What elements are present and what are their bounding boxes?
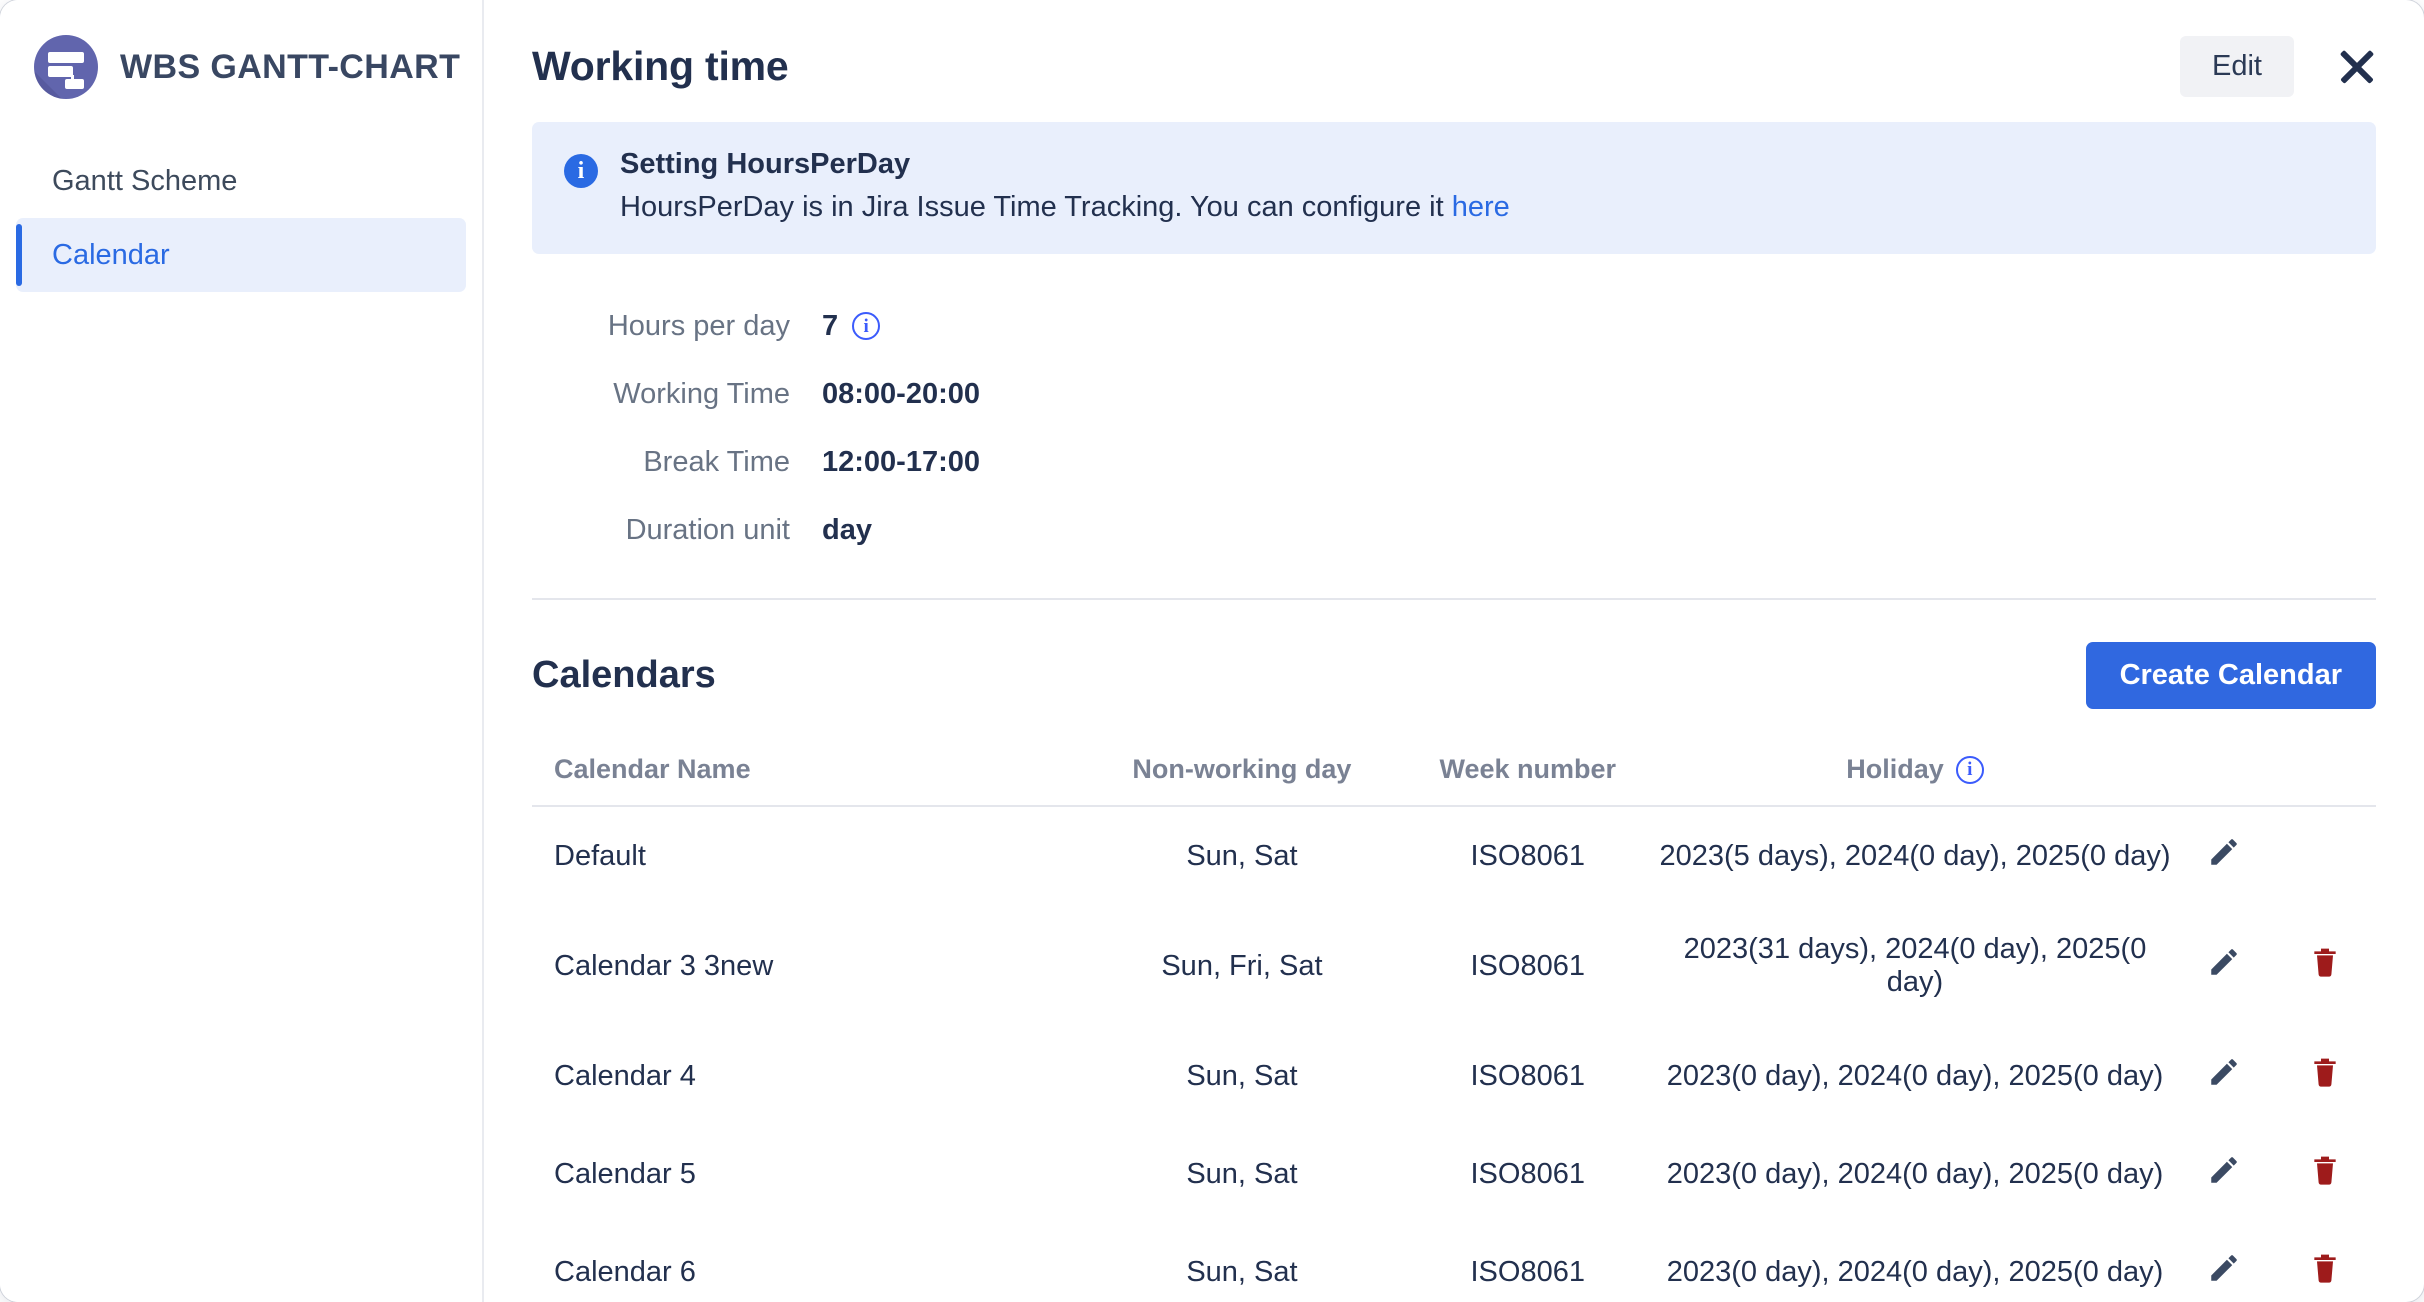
sidebar-item-label: Gantt Scheme (52, 164, 238, 197)
edit-row-icon[interactable] (2207, 1251, 2241, 1285)
setting-label: Break Time (643, 445, 790, 478)
setting-row-working-time: Working Time 08:00-20:00 (532, 360, 2376, 428)
settings-list: Hours per day 7 i Working Time 08:00-20:… (532, 292, 2376, 600)
cell-holiday: 2023(5 days), 2024(0 day), 2025(0 day) (1659, 839, 2171, 872)
sidebar-item-calendar[interactable]: Calendar (16, 218, 466, 292)
table-header: Calendar Name Non-working day Week numbe… (532, 740, 2376, 807)
brand: WBS GANTT-CHART (0, 26, 482, 108)
calendars-section: Calendars Create Calendar Calendar Name … (532, 632, 2376, 1302)
cell-week-number: ISO8061 (1470, 839, 1585, 872)
cell-delete-action (2275, 806, 2376, 905)
table-row: Default Sun, Sat ISO8061 2023(5 days), 2024… (532, 806, 2376, 905)
setting-row-hours-per-day: Hours per day 7 i (532, 292, 2376, 360)
cell-holiday: 2023(0 day), 2024(0 day), 2025(0 day) (1666, 1059, 2164, 1092)
sidebar-item-gantt-scheme[interactable]: Gantt Scheme (16, 144, 466, 218)
table-row: Calendar 5 Sun, Sat ISO8061 2023(0 day), 20… (532, 1125, 2376, 1223)
hours-per-day-info-icon[interactable]: i (852, 312, 881, 340)
page-title: Working time (532, 42, 789, 89)
table-row: Calendar 6 Sun, Sat ISO8061 2023(0 day), 20… (532, 1223, 2376, 1302)
calendars-header: Calendars Create Calendar (532, 632, 2376, 718)
setting-label: Hours per day (607, 309, 790, 342)
cell-nonworking-day: Sun, Sat (1186, 1255, 1298, 1288)
cell-holiday: 2023(0 day), 2024(0 day), 2025(0 day) (1666, 1157, 2164, 1190)
setting-value: 7 i (822, 309, 881, 343)
cell-delete-action (2275, 1125, 2376, 1223)
cell-calendar-name: Default (554, 839, 646, 872)
delete-row-icon[interactable] (2309, 945, 2341, 979)
delete-row-icon-placeholder (2309, 835, 2341, 869)
holiday-info-icon[interactable]: i (1955, 755, 1984, 784)
setting-row-break-time: Break Time 12:00-17:00 (532, 428, 2376, 496)
header-actions: Edit (2180, 35, 2380, 97)
setting-label: Duration unit (625, 513, 790, 546)
create-calendar-button[interactable]: Create Calendar (2085, 641, 2376, 709)
cell-week-number: ISO8061 (1470, 1059, 1585, 1092)
section-title: Calendars (532, 653, 716, 696)
setting-value-text: 7 (822, 309, 839, 342)
column-header-calendar-name: Calendar Name (532, 740, 1086, 807)
cell-calendar-name: Calendar 4 (554, 1059, 696, 1092)
cell-edit-action (2173, 1125, 2274, 1223)
banner-text: Setting HoursPerDay HoursPerDay is in Ji… (620, 148, 1510, 224)
brand-title: WBS GANTT-CHART (120, 47, 461, 86)
sidebar: WBS GANTT-CHART Gantt Scheme Calendar (0, 0, 484, 1302)
delete-row-icon[interactable] (2309, 1251, 2341, 1285)
table-row: Calendar 4 Sun, Sat ISO8061 2023(0 day), 20… (532, 1027, 2376, 1125)
cell-nonworking-day: Sun, Fri, Sat (1161, 949, 1323, 982)
cell-calendar-name: Calendar 6 (554, 1255, 696, 1288)
banner-title: Setting HoursPerDay (620, 148, 911, 180)
main-content: Working time Edit i Setting HoursPerDay … (484, 0, 2424, 1302)
table-header-row: Calendar Name Non-working day Week numbe… (532, 740, 2376, 807)
cell-delete-action (2275, 905, 2376, 1027)
cell-delete-action (2275, 1223, 2376, 1302)
cell-edit-action (2173, 905, 2274, 1027)
edit-row-icon[interactable] (2207, 1055, 2241, 1089)
info-icon: i (564, 154, 598, 188)
edit-row-icon[interactable] (2207, 835, 2241, 869)
banner-body-text: HoursPerDay is in Jira Issue Time Tracki… (620, 191, 1452, 223)
setting-label: Working Time (613, 377, 790, 410)
info-banner: i Setting HoursPerDay HoursPerDay is in … (532, 122, 2376, 254)
sidebar-nav: Gantt Scheme Calendar (0, 144, 482, 292)
cell-edit-action (2173, 1027, 2274, 1125)
edit-button[interactable]: Edit (2180, 35, 2294, 97)
gantt-logo-icon (34, 35, 98, 99)
close-icon[interactable] (2334, 43, 2380, 89)
cell-delete-action (2275, 1027, 2376, 1125)
banner-body: HoursPerDay is in Jira Issue Time Tracki… (620, 191, 1510, 224)
edit-row-icon[interactable] (2207, 1153, 2241, 1187)
cell-holiday: 2023(0 day), 2024(0 day), 2025(0 day) (1666, 1255, 2164, 1288)
setting-value: day (822, 513, 872, 546)
table-row: Calendar 3 3new Sun, Fri, Sat ISO8061 2023(… (532, 905, 2376, 1027)
column-header-holiday-label: Holiday (1846, 754, 1944, 784)
column-header-nonworking-day: Non-working day (1085, 740, 1399, 807)
cell-edit-action (2173, 1223, 2274, 1302)
table-body: Default Sun, Sat ISO8061 2023(5 days), 2024… (532, 806, 2376, 1302)
column-header-holiday: Holiday i (1656, 740, 2174, 807)
cell-week-number: ISO8061 (1470, 1255, 1585, 1288)
column-header-edit-action (2173, 740, 2275, 807)
cell-week-number: ISO8061 (1470, 1157, 1585, 1190)
setting-row-duration-unit: Duration unit day (532, 496, 2376, 564)
cell-nonworking-day: Sun, Sat (1186, 1059, 1298, 1092)
cell-edit-action (2173, 806, 2274, 905)
main-header: Working time Edit (484, 0, 2424, 104)
cell-nonworking-day: Sun, Sat (1186, 1157, 1298, 1190)
delete-row-icon[interactable] (2309, 1055, 2341, 1089)
setting-value: 08:00-20:00 (822, 377, 980, 410)
cell-calendar-name: Calendar 3 3new (554, 949, 774, 982)
cell-holiday: 2023(31 days), 2024(0 day), 2025(0 day) (1683, 933, 2147, 998)
column-header-delete-action (2274, 740, 2376, 807)
cell-nonworking-day: Sun, Sat (1186, 839, 1298, 872)
cell-week-number: ISO8061 (1470, 949, 1585, 982)
sidebar-item-label: Calendar (52, 238, 170, 271)
calendars-table: Calendar Name Non-working day Week numbe… (532, 740, 2376, 1302)
delete-row-icon[interactable] (2309, 1153, 2341, 1187)
edit-row-icon[interactable] (2207, 945, 2241, 979)
setting-value: 12:00-17:00 (822, 445, 980, 478)
cell-calendar-name: Calendar 5 (554, 1157, 696, 1190)
column-header-week-number: Week number (1398, 740, 1657, 807)
configure-here-link[interactable]: here (1451, 191, 1510, 223)
